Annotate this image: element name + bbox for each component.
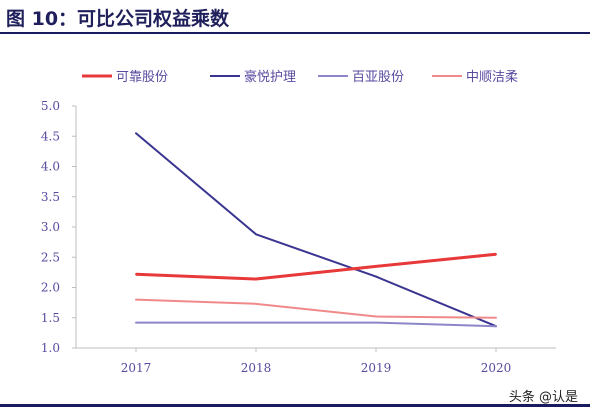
data-point — [255, 321, 257, 324]
legend-label: 中顺洁柔 — [466, 70, 518, 85]
data-point — [135, 273, 137, 276]
data-point — [375, 315, 377, 318]
y-tick-label: 3.5 — [41, 190, 60, 204]
y-tick-label: 4.0 — [41, 160, 60, 174]
data-point — [255, 278, 257, 281]
x-tick-label: 2017 — [121, 361, 152, 375]
series-line — [136, 321, 497, 328]
y-tick-label: 4.5 — [41, 129, 60, 143]
legend-label: 百亚股份 — [352, 70, 404, 85]
data-point — [255, 302, 257, 305]
data-point — [375, 321, 377, 324]
watermark: 头条 @认是 — [508, 390, 578, 405]
data-point — [495, 253, 497, 256]
y-tick-label: 1.0 — [41, 341, 60, 355]
y-tick-label: 2.0 — [41, 281, 60, 295]
chart-title: 图 10：可比公司权益乘数 — [6, 8, 230, 30]
data-point — [375, 265, 377, 268]
data-point — [255, 233, 257, 236]
series-lines — [135, 132, 497, 328]
series-line — [135, 132, 497, 328]
legend-label: 豪悦护理 — [244, 69, 296, 85]
x-tick-label: 2018 — [241, 361, 272, 375]
axes: 1.0 1.5 2.0 2.5 3.0 3.5 4.0 4.5 5.0 2017 2018 2019 2… — [41, 99, 556, 375]
legend-label: 可靠股份 — [116, 70, 168, 85]
y-tick-label: 2.5 — [41, 250, 60, 264]
y-tick-label: 3.0 — [41, 220, 60, 234]
legend: 可靠股份 豪悦护理 百亚股份 中顺洁柔 — [82, 69, 518, 85]
series-line — [135, 252, 497, 281]
data-point — [135, 298, 137, 301]
y-tick-label: 1.5 — [41, 311, 60, 325]
footer-divider — [0, 404, 590, 407]
data-point — [135, 321, 137, 324]
title-divider — [0, 32, 590, 34]
data-point — [495, 316, 497, 319]
x-tick-label: 2019 — [361, 361, 392, 375]
y-tick-label: 5.0 — [41, 99, 60, 113]
data-point — [375, 275, 377, 278]
data-point — [135, 132, 137, 135]
data-point — [495, 325, 497, 328]
x-tick-label: 2020 — [481, 361, 512, 375]
series-line — [135, 298, 497, 319]
